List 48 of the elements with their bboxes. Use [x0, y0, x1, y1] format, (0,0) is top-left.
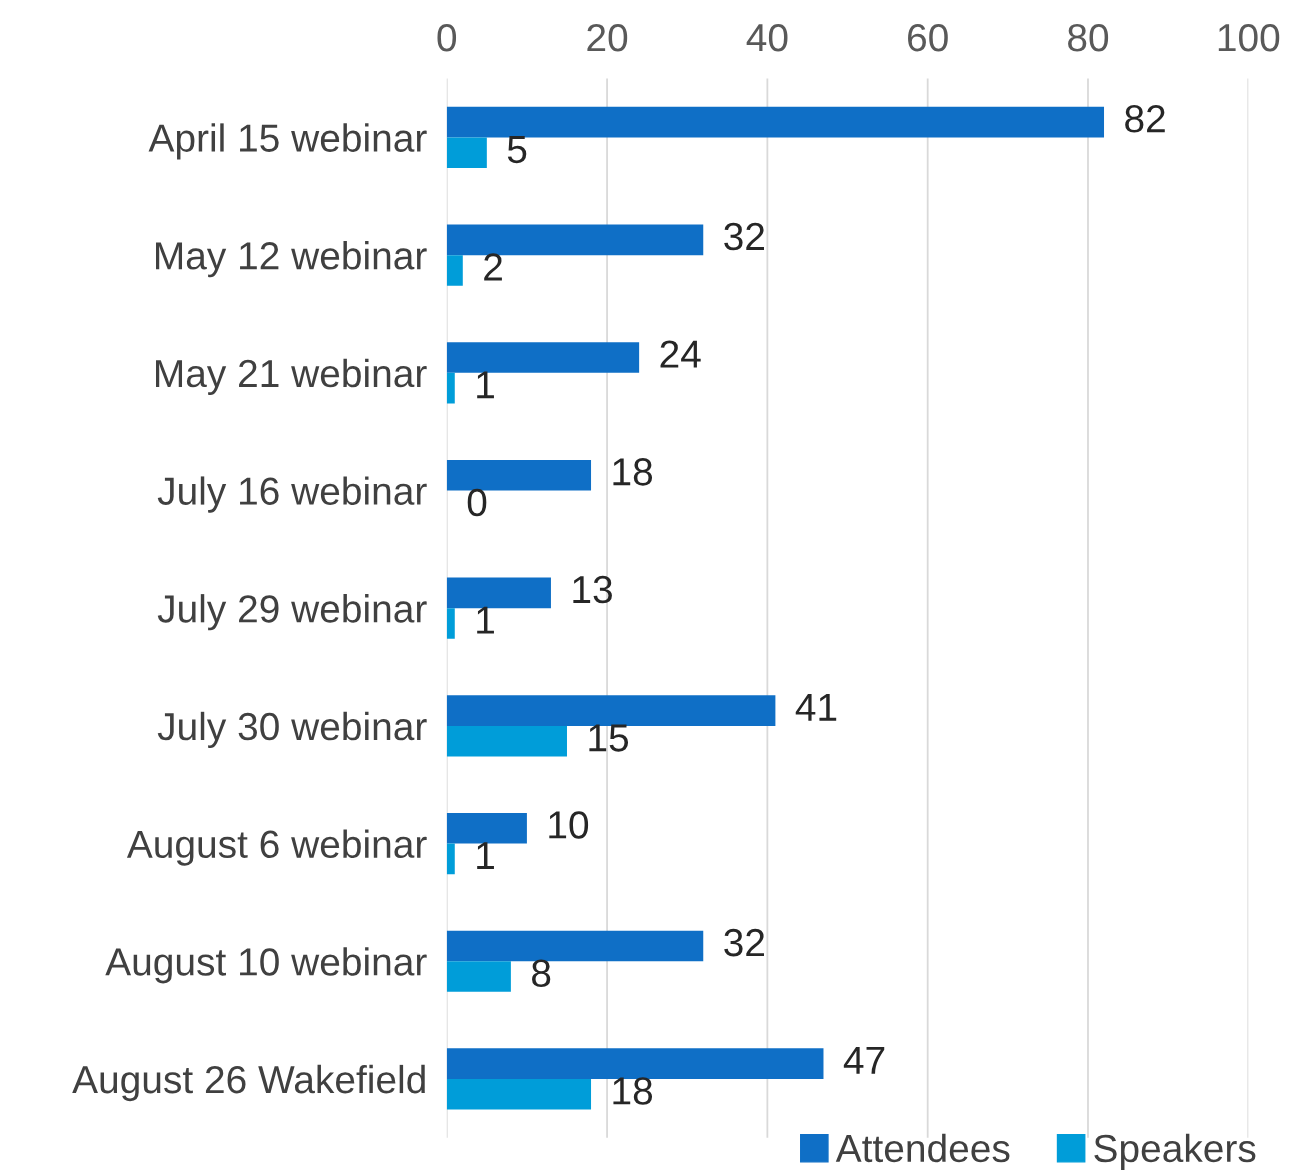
legend-label: Attendees — [835, 1133, 1010, 1163]
data-label: 2 — [484, 253, 502, 281]
data-label: 41 — [795, 693, 837, 721]
data-label: 13 — [573, 575, 612, 604]
data-label: 32 — [724, 928, 764, 957]
y-tick-label: April 15 webinar — [148, 123, 427, 160]
y-tick-label: May 12 webinar — [156, 241, 427, 278]
y-tick-label: August 26 Wakefield — [72, 1064, 425, 1102]
y-tick-label: July 29 webinar — [157, 594, 427, 631]
bar — [446, 843, 455, 875]
data-label: 24 — [660, 340, 701, 368]
data-label: 5 — [507, 136, 527, 164]
data-label: 1 — [477, 371, 494, 399]
y-tick-label: May 21 webinar — [156, 358, 427, 395]
x-tick-label: 100 — [1218, 23, 1280, 52]
bar — [446, 106, 1105, 138]
bar — [446, 342, 640, 373]
bar — [446, 812, 527, 844]
data-label: 1 — [477, 606, 494, 634]
data-label: 18 — [613, 1077, 653, 1105]
data-label: 8 — [532, 959, 551, 988]
y-tick-label: July 16 webinar — [157, 476, 427, 513]
data-label: 1 — [477, 842, 494, 869]
bar — [446, 137, 487, 169]
bar — [446, 961, 511, 992]
data-label: 47 — [843, 1046, 885, 1074]
bar — [446, 725, 567, 757]
data-label: 18 — [613, 458, 653, 486]
data-label: 10 — [549, 811, 589, 839]
y-tick-label: August 10 webinar — [105, 947, 427, 984]
x-tick-label: 80 — [1068, 23, 1109, 52]
bar — [446, 255, 463, 286]
bar — [446, 695, 776, 726]
bar — [446, 1048, 824, 1079]
y-tick-label: August 6 webinar — [126, 829, 427, 866]
x-tick-label: 0 — [437, 23, 457, 52]
bar — [446, 372, 455, 404]
data-label: 15 — [589, 724, 629, 752]
x-tick-label: 20 — [587, 23, 628, 52]
data-label: 82 — [1125, 105, 1165, 133]
bar — [446, 1078, 592, 1110]
y-tick-label: July 30 webinar — [157, 711, 427, 749]
x-tick-label: 60 — [908, 23, 948, 52]
legend-label: Speakers — [1094, 1133, 1256, 1170]
data-label: 0 — [467, 488, 487, 517]
data-label: 32 — [724, 222, 764, 251]
x-tick-label: 40 — [746, 23, 788, 52]
bar — [446, 608, 455, 639]
